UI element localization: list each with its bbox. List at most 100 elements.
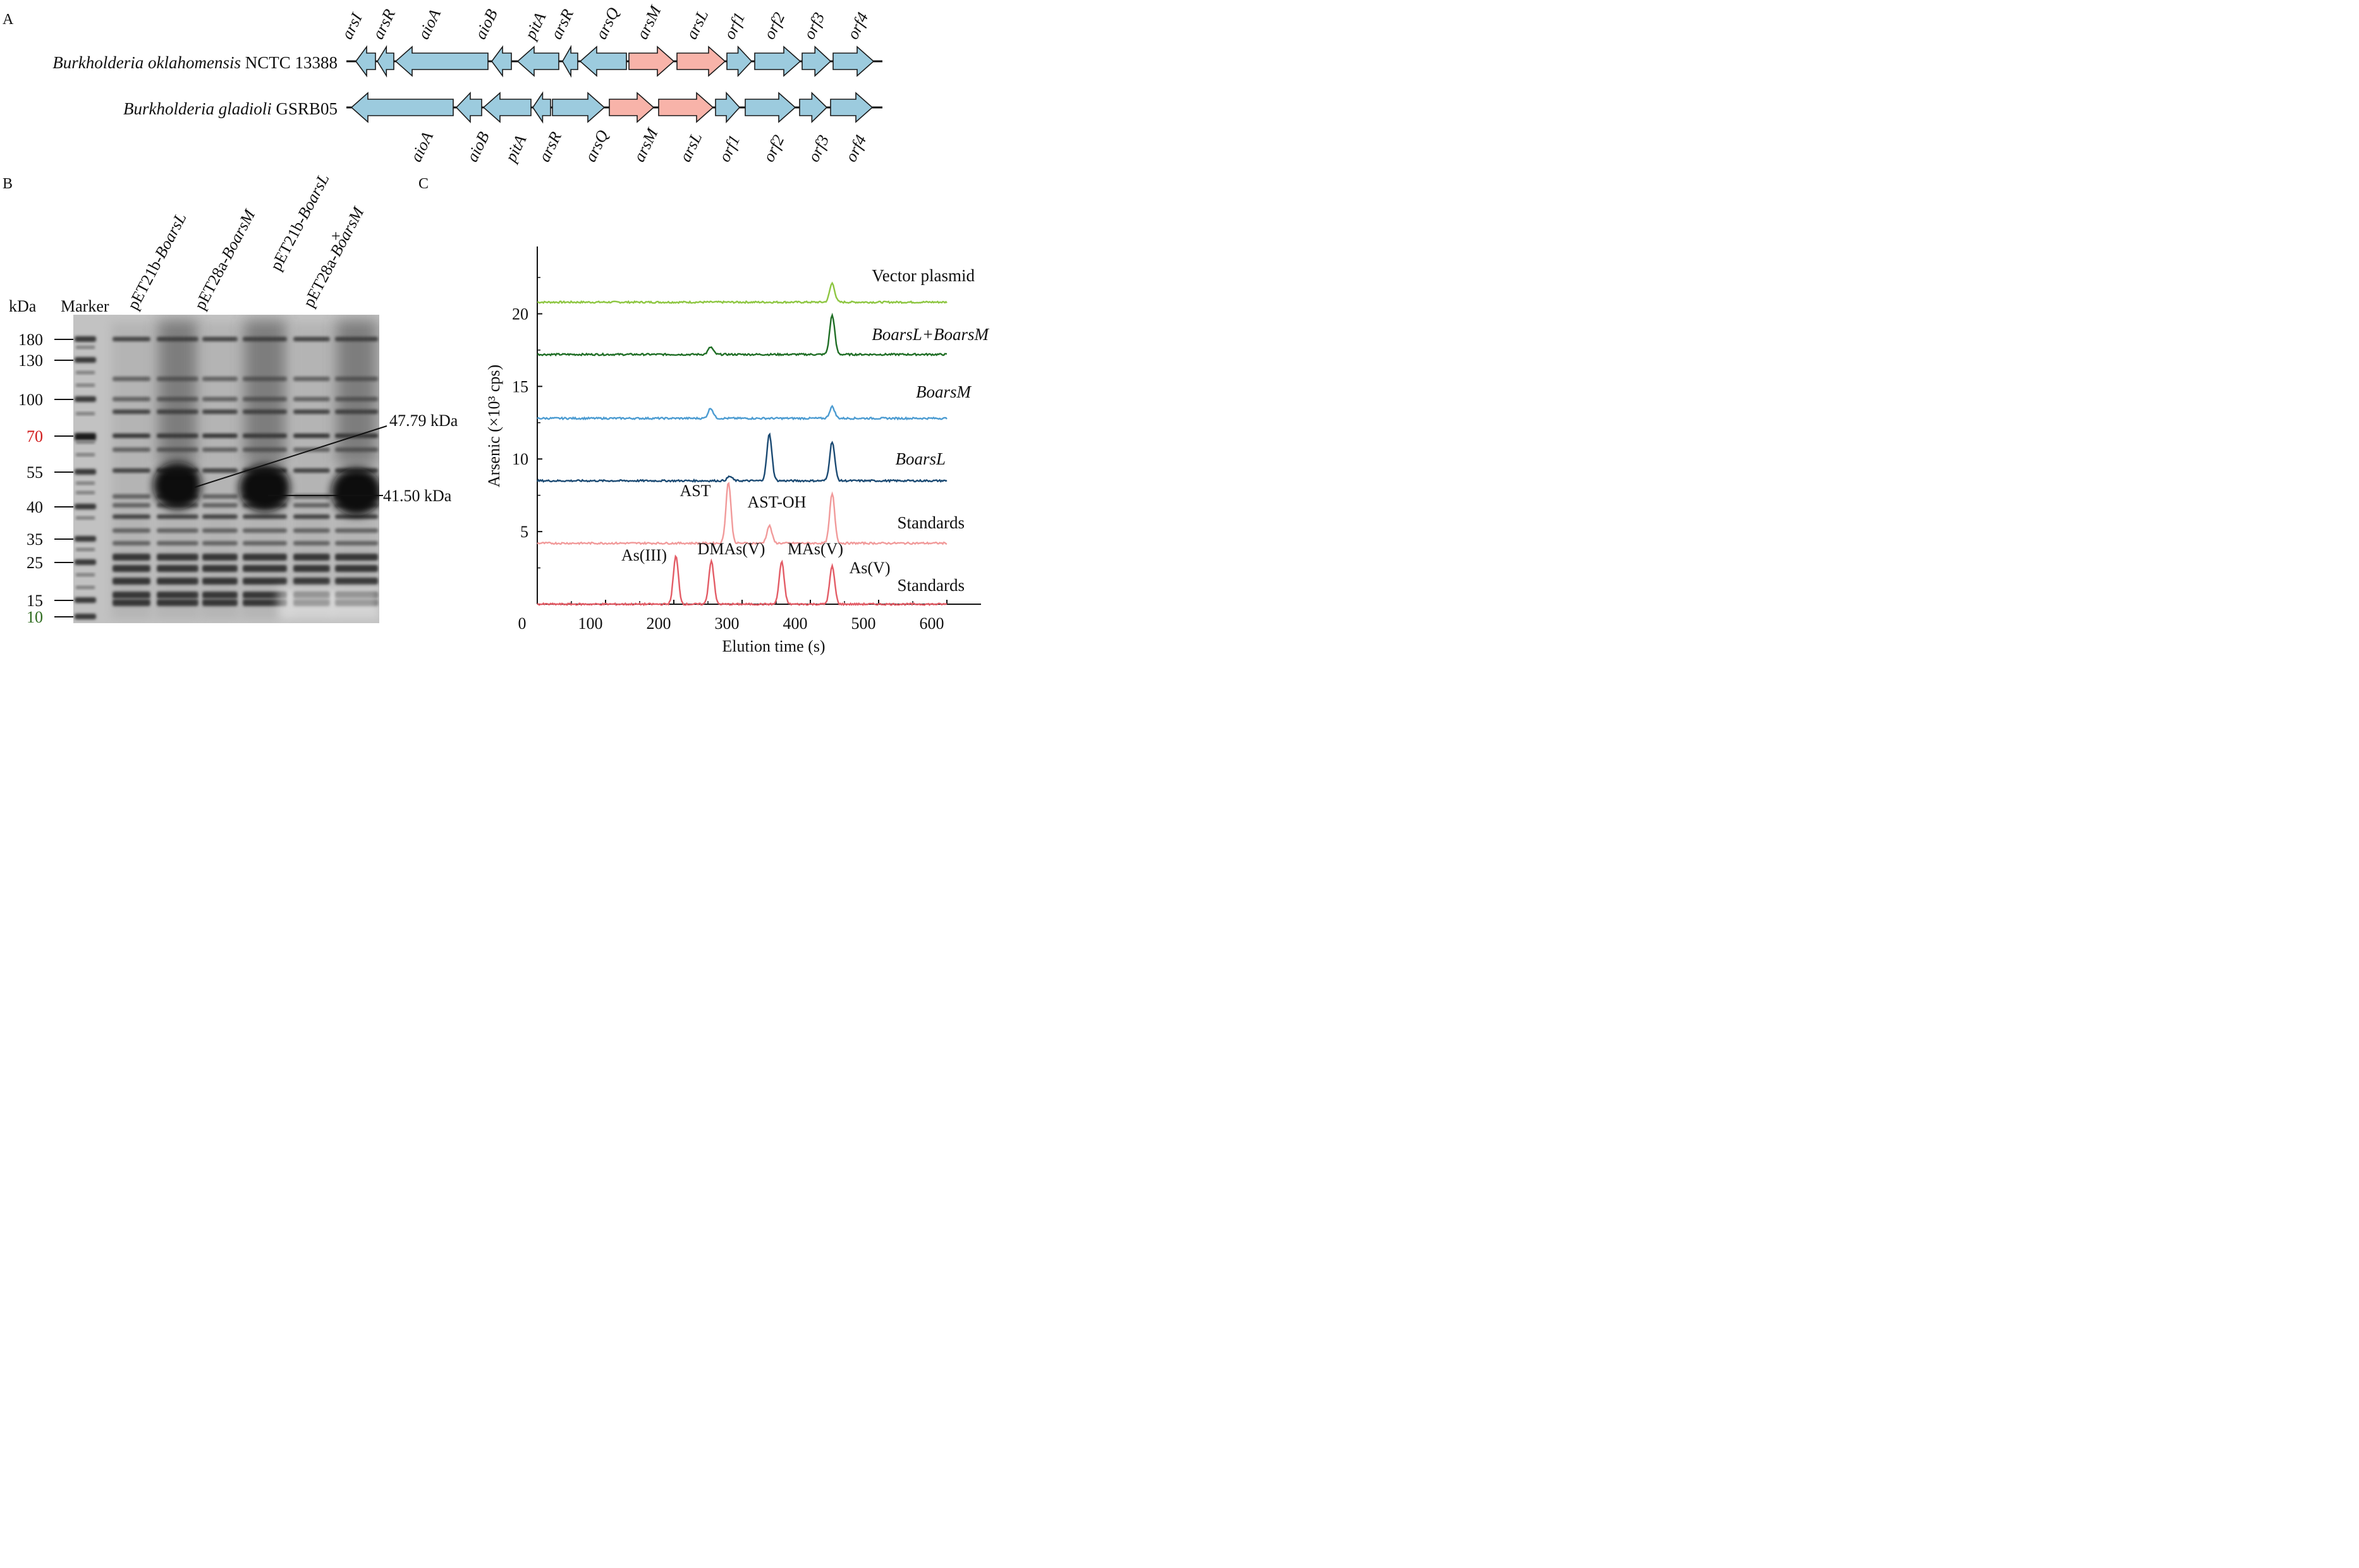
sample-band <box>243 565 287 572</box>
y-tick-label-10: 10 <box>512 450 528 468</box>
marker-band <box>75 614 96 619</box>
gene-label-orf2: orf2 <box>760 9 788 42</box>
gene-label-arsI: arsI <box>338 9 366 42</box>
peak-label-as3: As(III) <box>621 546 667 564</box>
lane-overload-smear <box>158 319 197 465</box>
trace-4 <box>537 482 948 546</box>
kda-label: kDa <box>9 297 37 315</box>
sample-band <box>202 377 238 381</box>
sample-band <box>202 410 238 414</box>
marker-band <box>75 536 96 542</box>
gene-arrow-arsR <box>562 44 578 78</box>
gene-arrow-orf2 <box>754 46 802 77</box>
sample-band <box>113 503 150 507</box>
sample-band <box>202 578 238 585</box>
peak-label-as5: As(V) <box>850 559 891 577</box>
marker-band <box>75 396 96 402</box>
lane-overload-smear <box>336 319 377 465</box>
sample-band <box>113 434 150 438</box>
gene-label-pitA: pitA <box>501 132 530 166</box>
x-tick-label-500: 500 <box>851 614 876 633</box>
annotation-line-47 <box>194 425 387 488</box>
marker-size-180: 180 <box>18 331 43 349</box>
figure-canvas: A B C Burkholderia oklahomensis NCTC 133… <box>3 2 990 655</box>
sample-band <box>243 528 287 533</box>
overexpressed-band <box>331 468 379 516</box>
y-ticks: 5 10 15 20 <box>512 277 542 569</box>
gene-arrow-arsQ <box>579 46 627 77</box>
gene-arrow-arsM <box>609 92 655 123</box>
sample-band <box>202 541 238 545</box>
marker-band-faint <box>76 516 95 520</box>
sample-band <box>157 599 198 606</box>
sample-band <box>113 494 150 499</box>
gene-label-orf1: orf1 <box>720 9 748 42</box>
series-label-standards-1: Standards <box>898 513 965 532</box>
trace-5 <box>537 554 948 607</box>
marker-band-faint <box>76 482 95 485</box>
organism1-name: Burkholderia oklahomensis NCTC 13388 <box>52 53 338 72</box>
sample-band <box>243 554 287 561</box>
annotation-41kda: 41.50 kDa <box>383 487 452 505</box>
gene-arrow-arsL <box>658 92 714 123</box>
gene-label-orf2: orf2 <box>759 132 788 165</box>
lane-label-4-plain: pET28a- <box>300 251 343 310</box>
organism2-genus: Burkholderia gladioli <box>123 99 272 118</box>
gene-label-arsR: arsR <box>369 6 399 42</box>
y-tick-label-20: 20 <box>512 305 528 323</box>
sample-band <box>293 377 330 381</box>
gene-arrow-orf2 <box>745 92 796 123</box>
sample-band <box>157 514 198 519</box>
operon2-gene-labels: aioA aioB pitA arsR arsQ arsM arsL orf1 orf2 orf3… <box>406 125 870 166</box>
sample-band <box>157 554 198 561</box>
sample-band <box>113 528 150 533</box>
marker-band <box>75 597 96 603</box>
sample-band <box>293 468 330 473</box>
overexpressed-band <box>239 464 291 512</box>
sample-band <box>293 410 330 414</box>
gene-arrow-arsI <box>355 45 376 78</box>
marker-band <box>75 433 96 441</box>
gene-arrow-aioB <box>455 92 482 123</box>
gene-label-arsL: arsL <box>682 7 712 42</box>
lane-label-1-plain: pET21b- <box>124 253 168 313</box>
sample-band <box>157 578 198 585</box>
gene-label-arsM: arsM <box>630 125 662 164</box>
gene-label-pitA: pitA <box>520 9 549 44</box>
sample-band <box>113 397 150 401</box>
operon2-genes <box>350 91 874 124</box>
chromatogram-traces <box>536 281 948 607</box>
marker-label: Marker <box>61 297 109 315</box>
sample-band <box>243 541 287 545</box>
marker-band-faint <box>76 491 95 494</box>
lane-label-plus: + <box>331 227 341 245</box>
sample-band <box>202 599 238 606</box>
sample-band <box>335 578 378 585</box>
sample-band <box>113 410 150 414</box>
lane-label-2-ital: BoarsM <box>217 206 259 262</box>
marker-band <box>75 357 96 363</box>
organism1-genus: Burkholderia oklahomensis <box>52 53 241 72</box>
marker-band-faint <box>76 346 95 349</box>
sample-band <box>113 447 150 452</box>
marker-band <box>75 469 96 475</box>
sample-band <box>157 565 198 572</box>
sample-band <box>157 528 198 533</box>
sample-band <box>157 592 198 599</box>
sample-band <box>243 578 287 585</box>
sample-band <box>202 514 238 519</box>
sample-band <box>293 578 330 585</box>
sample-band <box>293 397 330 401</box>
lane-label-2-plain: pET28a- <box>191 253 234 313</box>
marker-size-130: 130 <box>18 351 43 370</box>
marker-size-35: 35 <box>27 530 43 549</box>
marker-band-faint <box>76 384 95 387</box>
series-label-vector: Vector plasmid <box>872 266 975 285</box>
series-label-boarsm: BoarsM <box>916 382 972 401</box>
sample-band <box>113 337 150 341</box>
sample-band <box>243 514 287 519</box>
lane-label-2: pET28a-BoarsM <box>191 206 259 313</box>
x-axis-label: Elution time (s) <box>722 637 825 655</box>
gene-arrow-aioA <box>394 46 489 77</box>
